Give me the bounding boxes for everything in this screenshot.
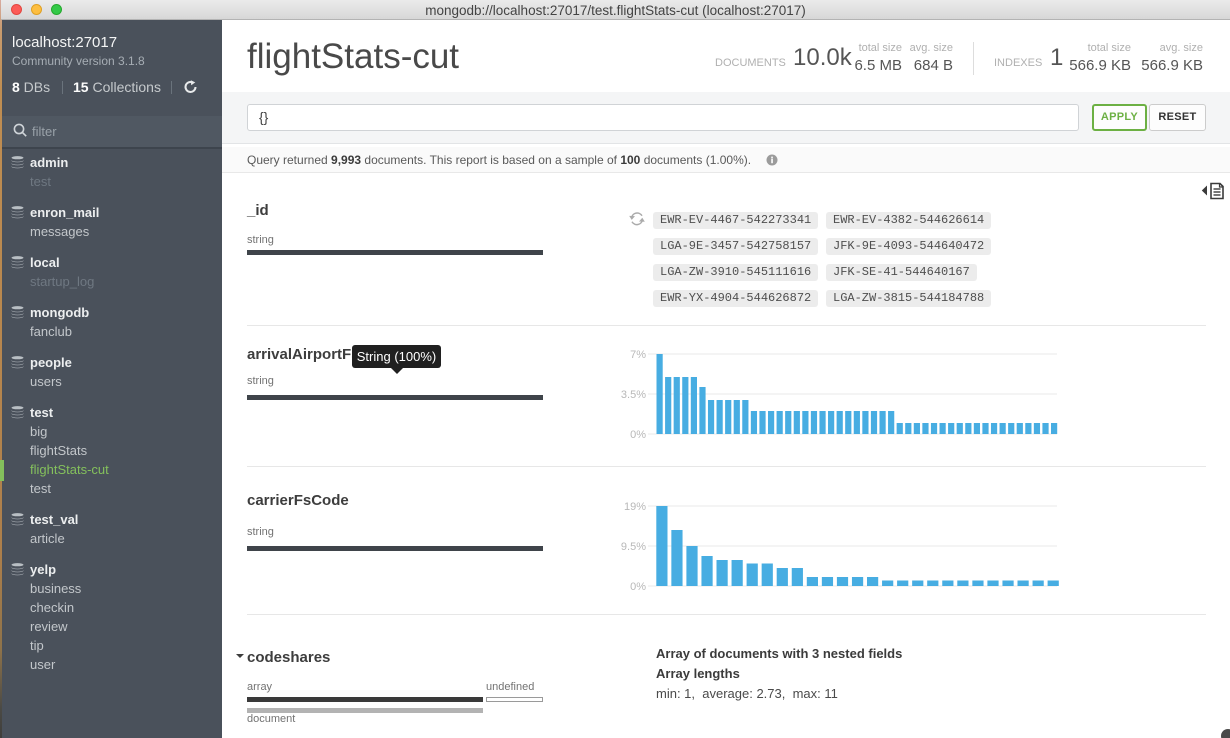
svg-text:19%: 19%	[624, 501, 646, 513]
svg-text:7%: 7%	[630, 349, 646, 361]
svg-text:3.5%: 3.5%	[621, 389, 646, 401]
svg-text:0%: 0%	[630, 429, 646, 441]
svg-text:9.5%: 9.5%	[621, 541, 646, 553]
svg-text:0%: 0%	[630, 581, 646, 593]
